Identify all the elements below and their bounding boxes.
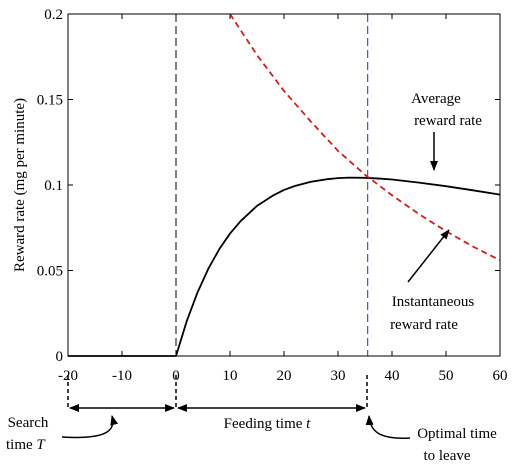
y-tick-label: 0.05 [37,264,63,280]
search-time-curved-arrow [61,415,119,439]
optimal-time-label-line2: to leave [423,448,470,464]
feeding-time-word: Feeding time [224,416,303,432]
instantaneous-rate-label-line2: reward rate [390,317,458,333]
average-series-line [68,176,501,357]
y-tick-label: 0 [56,349,64,365]
optimal-time-label-line1: Optimal time [417,426,497,442]
x-tick-label: 60 [493,368,508,384]
y-tick-label: 0.15 [37,93,63,109]
x-tick-label: 10 [223,368,238,384]
y-tick-label: 0.2 [44,7,63,23]
x-tick-label: 20 [277,368,292,384]
x-tick-label: 30 [331,368,346,384]
instantaneous-rate-label-line1: Instantaneous [392,294,475,310]
search-time-label-line1: Search [8,415,49,431]
search-time-label-line2: time T [6,437,46,453]
x-tick-label: 40 [385,368,400,384]
search-time-word: time [6,437,33,453]
y-tick-label: 0.1 [44,178,63,194]
x-tick-label: 50 [439,368,454,384]
x-tick-label: -10 [112,368,132,384]
average-rate-label-line2: reward rate [414,113,482,129]
feeding-time-variable: t [306,416,311,432]
feeding-time-label: Feeding time t [224,416,312,432]
average-rate-label-line1: Average [411,91,461,107]
search-time-variable: T [36,437,46,453]
optimal-time-curved-arrow [365,415,411,439]
instantaneous-series-line [229,13,501,262]
y-axis-label: Reward rate (mg per minute) [12,98,28,272]
plot-frame [67,13,501,357]
instantaneous-rate-arrow [407,229,450,283]
